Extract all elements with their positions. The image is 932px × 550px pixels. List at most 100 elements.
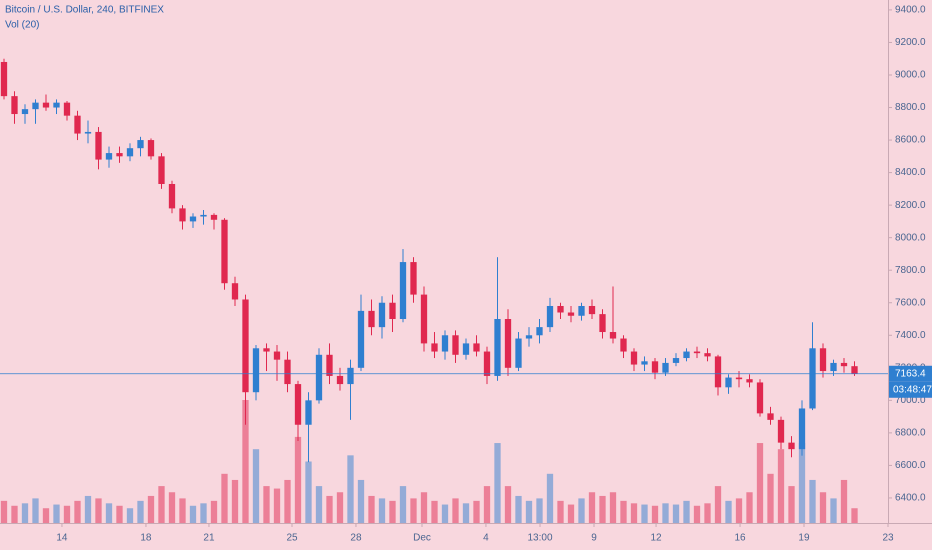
volume-bar	[578, 498, 585, 523]
candle-body	[840, 362, 848, 367]
volume-bar	[431, 500, 438, 523]
candle-body	[777, 419, 785, 443]
volume-bar	[347, 455, 354, 523]
candle-body	[683, 351, 690, 359]
candle-body	[105, 153, 113, 160]
volume-bar	[126, 508, 134, 523]
candle-body	[231, 283, 239, 300]
volume-bar	[189, 505, 197, 523]
candle-body	[158, 156, 165, 184]
volume-bar	[620, 500, 627, 523]
volume-bar	[788, 486, 795, 523]
volume-bar	[147, 495, 155, 523]
volume-bar	[263, 486, 270, 523]
volume-bar	[273, 488, 281, 523]
volume-bar	[704, 503, 711, 523]
candle-body	[620, 338, 627, 352]
candle-body	[609, 332, 617, 339]
x-tick-label: 19	[798, 533, 810, 544]
volume-bar	[242, 400, 249, 523]
volume-bar	[809, 479, 816, 523]
volume-bar	[158, 486, 165, 523]
y-tick-label: 6400.0	[895, 493, 926, 504]
candle-body	[567, 312, 575, 316]
x-tick-label: 21	[203, 533, 215, 544]
y-tick-label: 7600.0	[895, 297, 926, 308]
x-tick-label: 25	[286, 533, 298, 544]
volume-bar	[777, 449, 785, 523]
x-tick-label: 23	[882, 533, 894, 544]
candle-body	[305, 400, 312, 425]
y-tick-label: 7000.0	[895, 395, 926, 406]
y-tick-label: 8400.0	[895, 167, 926, 178]
candle-body	[494, 319, 501, 376]
candle-body	[735, 377, 743, 380]
volume-bar	[714, 486, 722, 523]
volume-bar	[798, 443, 806, 523]
candle-body	[599, 314, 606, 333]
last-price-label: 7163.4	[895, 368, 926, 379]
volume-bar	[389, 500, 396, 523]
candle-body	[714, 356, 722, 388]
candle-body	[830, 362, 837, 372]
candle-body	[179, 208, 186, 222]
y-tick-label: 9200.0	[895, 37, 926, 48]
volume-bar	[95, 498, 102, 523]
volume-bar	[294, 436, 302, 523]
x-tick-label: 13:00	[528, 533, 553, 544]
volume-bar	[494, 443, 501, 523]
candle-body	[788, 442, 795, 450]
x-tick-label: 9	[591, 533, 597, 544]
volume-bar	[536, 498, 543, 523]
volume-bar	[851, 508, 858, 523]
candle-body	[798, 408, 806, 450]
candle-body	[462, 343, 470, 355]
candle-body	[116, 153, 123, 157]
candle-body	[410, 262, 417, 295]
candle-body	[630, 351, 638, 365]
candle-body	[263, 348, 270, 352]
last-price-box	[889, 365, 932, 382]
volume-bar	[137, 500, 144, 523]
volume-bar	[819, 492, 827, 523]
volume-bar	[221, 473, 228, 523]
candle-body	[473, 343, 480, 352]
y-tick-label: 7800.0	[895, 265, 926, 276]
candle-body	[126, 148, 134, 157]
candle-body	[578, 305, 585, 316]
volume-bar	[420, 492, 428, 523]
volume-bar	[441, 504, 449, 523]
volume-bar	[651, 505, 659, 523]
candle-body	[74, 115, 81, 134]
volume-bar	[525, 500, 533, 523]
candle-body	[284, 359, 291, 385]
volume-bar	[305, 461, 312, 523]
volume-bar	[662, 503, 669, 523]
candle-body	[336, 375, 344, 385]
volume-bar	[168, 492, 176, 523]
volume-bar	[410, 498, 417, 523]
y-tick-label: 9000.0	[895, 70, 926, 81]
volume-bar	[452, 498, 459, 523]
volume-bar	[462, 503, 470, 523]
volume-bar	[588, 492, 596, 523]
candle-body	[347, 367, 354, 385]
countdown-label: 03:48:47	[893, 384, 932, 395]
candle-body	[662, 362, 669, 373]
candle-body	[63, 102, 71, 116]
candle-body	[441, 335, 449, 352]
y-tick-label: 8200.0	[895, 200, 926, 211]
candle-body	[431, 343, 438, 352]
volume-bar	[483, 486, 491, 523]
volume-bar	[42, 508, 50, 523]
x-tick-label: 18	[140, 533, 152, 544]
volume-bar	[84, 495, 92, 523]
volume-bar	[504, 486, 512, 523]
candle-body	[137, 140, 144, 149]
volume-bar	[357, 479, 365, 523]
volume-bar	[546, 473, 554, 523]
candle-body	[378, 302, 386, 328]
candle-body	[389, 302, 396, 320]
volume-bar	[557, 500, 564, 523]
x-tick-label: 28	[350, 533, 362, 544]
